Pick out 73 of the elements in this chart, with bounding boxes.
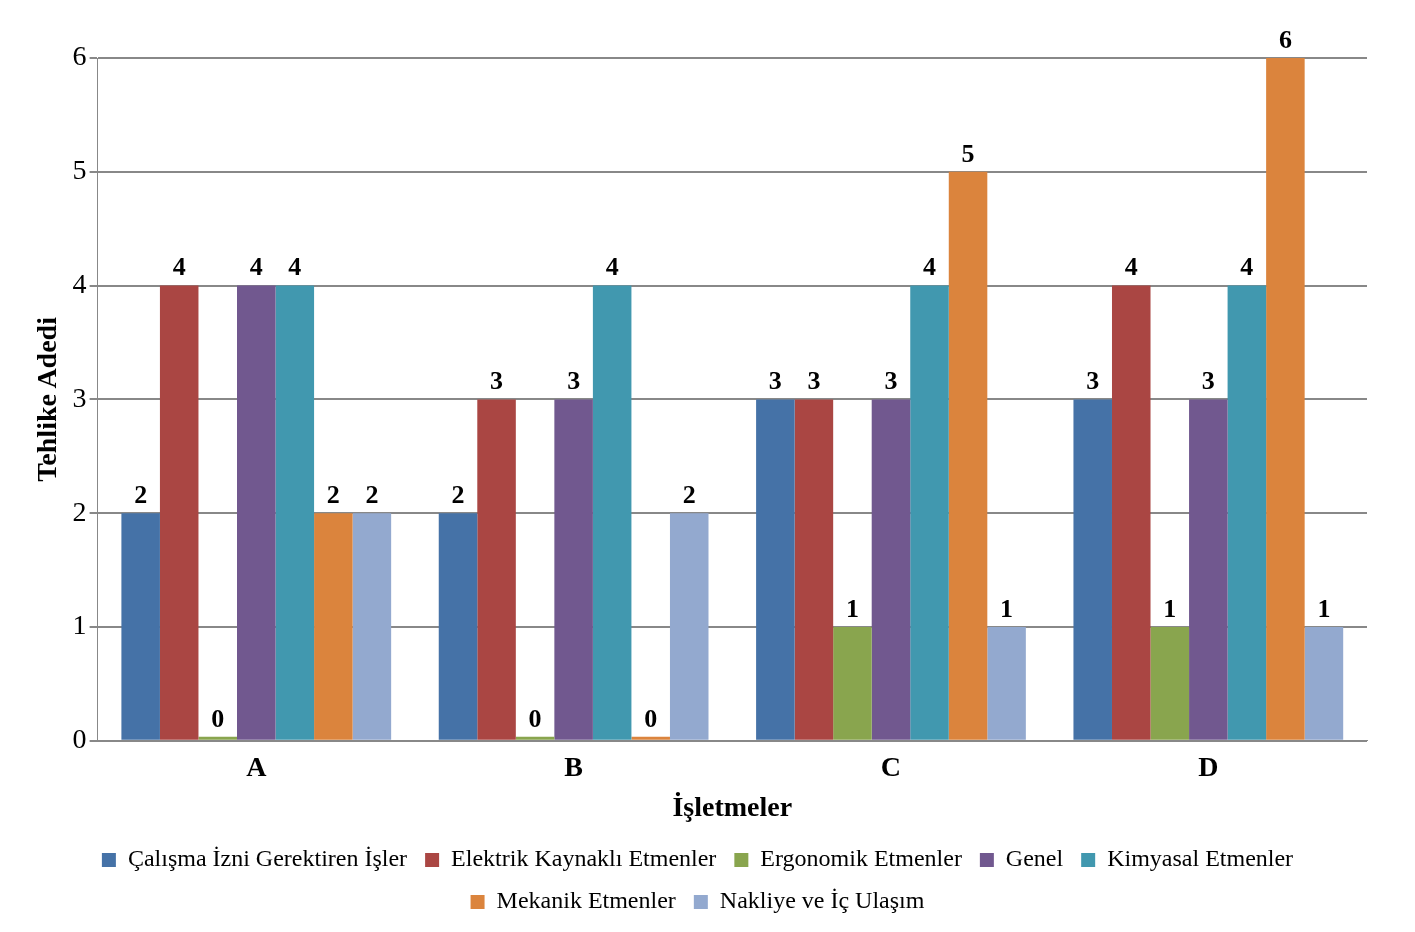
bar [1073, 399, 1112, 740]
data-label: 1 [1000, 593, 1014, 623]
y-tick-label: 5 [72, 154, 87, 186]
bar [794, 399, 834, 740]
data-label: 4 [172, 252, 186, 282]
data-label: 4 [249, 252, 263, 282]
data-label: 3 [1086, 366, 1100, 396]
bar [554, 399, 593, 740]
data-label: 3 [807, 366, 821, 396]
bar [948, 171, 988, 740]
bar [987, 627, 1026, 740]
bar [314, 513, 353, 740]
data-label: 2 [134, 479, 148, 509]
data-label: 2 [451, 479, 465, 509]
bar [1150, 627, 1190, 740]
y-tick-label: 1 [72, 609, 87, 641]
legend-label: Çalışma İzni Gerektiren İşler [127, 845, 408, 872]
bar [1189, 399, 1228, 740]
data-label: 2 [326, 479, 340, 509]
x-tick-label: B [564, 750, 583, 782]
bar [477, 399, 516, 740]
bar [1266, 58, 1305, 740]
bar [756, 399, 795, 740]
bar [275, 285, 315, 740]
bar [871, 399, 911, 740]
bar [352, 513, 392, 740]
data-label: 0 [211, 703, 225, 733]
data-label: 4 [288, 252, 302, 282]
bar [1304, 627, 1344, 740]
legend-label: Genel [1005, 845, 1064, 872]
x-axis-title: İşletmeler [672, 791, 793, 823]
data-label: 6 [1278, 24, 1292, 54]
data-label: 5 [961, 138, 975, 168]
bar [910, 285, 949, 740]
legend-label: Kimyasal Etmenler [1107, 845, 1294, 872]
data-label: 4 [1240, 252, 1254, 282]
x-tick-label: D [1198, 750, 1219, 782]
data-label: 0 [644, 703, 658, 733]
legend-label: Nakliye ve İç Ulaşım [719, 887, 925, 914]
y-tick-label: 3 [72, 381, 87, 413]
x-tick-label: A [246, 750, 268, 782]
data-label: 1 [1163, 593, 1177, 623]
legend-label: Elektrik Kaynaklı Etmenler [451, 845, 717, 872]
y-tick-label: 2 [72, 495, 87, 527]
bar [592, 285, 632, 740]
data-label: 2 [682, 479, 696, 509]
data-label: 0 [528, 703, 542, 733]
bar [1227, 285, 1267, 740]
data-label: 3 [1201, 366, 1215, 396]
bar [438, 513, 478, 740]
y-tick-label: 6 [72, 40, 87, 72]
y-tick-label: 0 [72, 723, 87, 755]
data-label: 4 [605, 252, 619, 282]
data-label: 4 [1124, 252, 1138, 282]
y-tick-label: 4 [72, 267, 87, 299]
x-tick-label: C [880, 750, 902, 782]
legend-label: Mekanik Etmenler [496, 887, 676, 914]
data-label: 1 [1317, 593, 1331, 623]
data-label: 3 [567, 366, 581, 396]
bar [121, 513, 160, 740]
y-axis-title: Tehlike Adedi [31, 316, 63, 482]
data-label: 4 [923, 252, 937, 282]
data-label: 3 [768, 366, 782, 396]
data-label: 1 [845, 593, 859, 623]
bar [669, 513, 709, 740]
data-label: 2 [365, 479, 379, 509]
bar [159, 285, 199, 740]
legend-label: Ergonomik Etmenler [760, 845, 962, 872]
data-label: 3 [884, 366, 898, 396]
bar [237, 285, 276, 740]
data-label: 3 [490, 366, 504, 396]
bar [1111, 285, 1151, 740]
bar [833, 627, 872, 740]
